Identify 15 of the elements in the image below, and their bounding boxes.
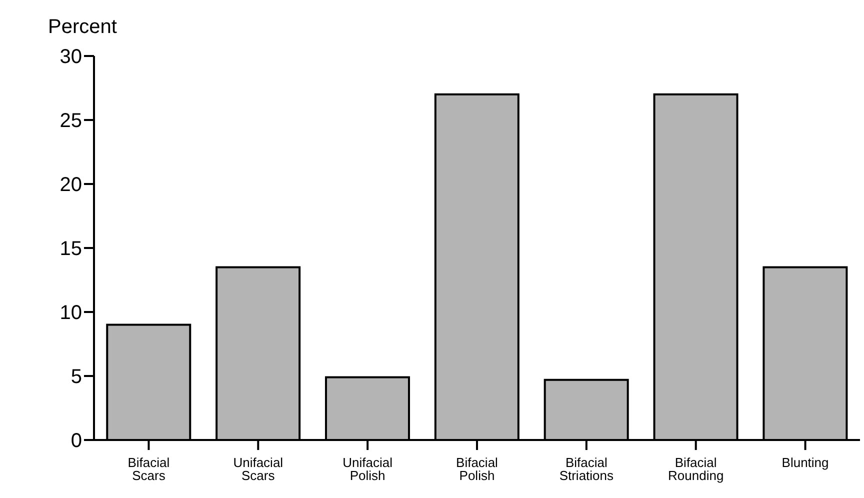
x-tick-label: Bifacial Striations xyxy=(559,455,614,483)
y-tick-label: 0 xyxy=(70,430,82,452)
y-tick-label: 20 xyxy=(60,174,82,196)
x-tick-label: Unifacial Polish xyxy=(342,455,393,483)
y-tick-label: 5 xyxy=(70,366,82,388)
x-tick-label: Bifacial Scars xyxy=(128,455,170,483)
x-tick-label: Bifacial Rounding xyxy=(668,455,724,483)
x-tick-label: Bifacial Polish xyxy=(456,455,498,483)
y-tick-label: 30 xyxy=(60,46,82,68)
y-tick-label: 10 xyxy=(60,302,82,324)
y-tick-label: 15 xyxy=(60,238,82,260)
x-tick-label: Blunting xyxy=(782,455,829,470)
y-tick-label: 25 xyxy=(60,110,82,132)
y-axis-title: Percent xyxy=(48,16,117,39)
x-tick-label: Unifacial Scars xyxy=(233,455,284,483)
